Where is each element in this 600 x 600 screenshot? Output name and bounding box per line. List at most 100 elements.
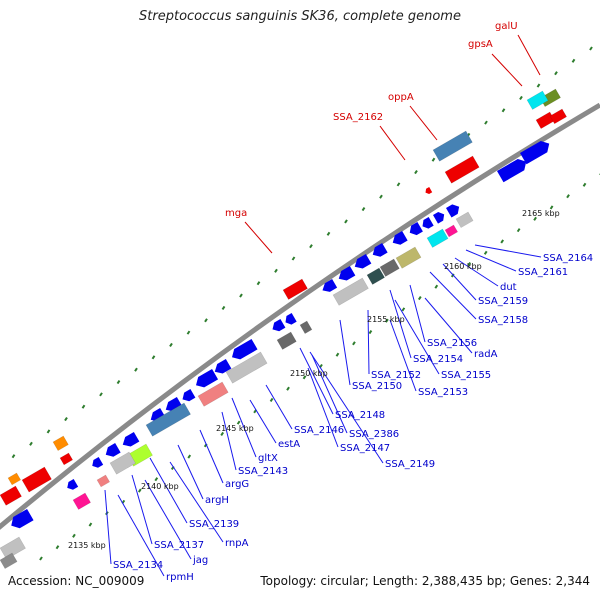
gene-arrow bbox=[11, 509, 34, 529]
outer-tick bbox=[326, 231, 331, 236]
leader-line bbox=[454, 257, 499, 287]
inner-gene-label: SSA_2158 bbox=[478, 315, 528, 326]
gene-box bbox=[276, 331, 297, 350]
gene-arrow bbox=[67, 479, 79, 490]
inner-gene-label: jag bbox=[192, 555, 208, 566]
topology-text: Topology: circular; Length: 2,388,435 bp… bbox=[260, 574, 590, 588]
outer-tick bbox=[81, 404, 86, 409]
gene-box bbox=[432, 130, 473, 162]
gene-arrow bbox=[122, 432, 140, 447]
outer-gene-label: galU bbox=[495, 21, 518, 32]
inner-tick bbox=[55, 545, 60, 550]
gene-box bbox=[59, 452, 74, 466]
inner-gene-label: SSA_2159 bbox=[478, 296, 528, 307]
gene-feature bbox=[52, 435, 69, 452]
gene-feature bbox=[432, 130, 473, 162]
gene-feature bbox=[21, 466, 52, 493]
outer-tick bbox=[379, 194, 383, 199]
inner-gene-label: SSA_2148 bbox=[335, 410, 385, 421]
gene-box bbox=[225, 351, 268, 384]
gene-feature bbox=[338, 266, 356, 281]
leader-line bbox=[309, 351, 384, 464]
inner-tick bbox=[417, 296, 422, 301]
inner-tick bbox=[137, 488, 142, 493]
gene-feature bbox=[96, 474, 111, 488]
outer-tick bbox=[361, 207, 366, 212]
outer-tick bbox=[501, 108, 506, 113]
leader-line bbox=[394, 299, 440, 375]
gene-box bbox=[282, 278, 308, 300]
scale-label: 2150 kbp bbox=[290, 369, 328, 378]
inner-tick bbox=[483, 250, 488, 255]
inner-gene-label: SSA_2137 bbox=[154, 540, 204, 551]
gene-box bbox=[332, 277, 369, 306]
gene-feature bbox=[409, 222, 423, 236]
inner-tick bbox=[450, 273, 455, 278]
gene-feature bbox=[395, 246, 422, 269]
scale-label: 2145 kbp bbox=[216, 424, 254, 433]
outer-tick bbox=[396, 182, 401, 187]
leader-line bbox=[389, 289, 412, 359]
gene-feature bbox=[7, 472, 22, 486]
leader-line bbox=[149, 457, 188, 524]
gene-arrow bbox=[214, 359, 232, 374]
scale-label: 2155 kbp bbox=[367, 315, 405, 324]
outer-tick bbox=[274, 268, 278, 273]
gene-feature bbox=[276, 331, 297, 350]
scale-label: 2165 kbp bbox=[522, 209, 560, 218]
gene-arrow bbox=[322, 279, 338, 292]
outer-tick bbox=[46, 429, 51, 434]
backbone-arc bbox=[0, 102, 600, 530]
gene-feature bbox=[535, 111, 556, 130]
gene-feature bbox=[549, 108, 567, 125]
leader-line bbox=[104, 489, 112, 565]
gene-feature bbox=[526, 90, 549, 110]
gene-feature bbox=[425, 187, 433, 194]
scale-label: 2160 kbp bbox=[444, 262, 482, 271]
gene-box bbox=[0, 485, 22, 506]
outer-tick bbox=[256, 281, 261, 286]
gene-feature bbox=[122, 432, 140, 447]
gene-arrow bbox=[520, 141, 550, 165]
gene-feature bbox=[366, 267, 385, 285]
inner-tick bbox=[236, 420, 241, 425]
outer-gene-label: mga bbox=[225, 208, 247, 219]
leader-line bbox=[367, 309, 370, 375]
gene-box bbox=[21, 466, 52, 493]
inner-gene-label: SSA_2152 bbox=[371, 370, 421, 381]
label-leaders bbox=[104, 34, 542, 577]
gene-arrow bbox=[425, 187, 433, 194]
inner-tick bbox=[302, 375, 307, 380]
outer-gene-label: gpsA bbox=[468, 39, 493, 50]
gene-box bbox=[395, 246, 422, 269]
outer-tick bbox=[239, 293, 243, 298]
gene-box bbox=[145, 402, 191, 437]
gene-feature bbox=[196, 369, 219, 388]
gene-box bbox=[52, 435, 69, 452]
leader-line bbox=[409, 105, 438, 141]
outer-tick bbox=[151, 355, 156, 360]
inner-tick bbox=[467, 262, 472, 267]
inner-gene-label: SSA_2153 bbox=[418, 387, 468, 398]
inner-tick bbox=[88, 522, 93, 527]
inner-tick bbox=[434, 284, 439, 289]
gene-box bbox=[109, 451, 136, 475]
gene-feature bbox=[72, 492, 91, 510]
inner-gene-label: SSA_2156 bbox=[427, 338, 477, 349]
gene-feature bbox=[322, 279, 338, 292]
gene-feature bbox=[444, 224, 459, 238]
outer-tick bbox=[519, 95, 523, 100]
inner-tick bbox=[220, 431, 225, 436]
gene-box bbox=[444, 224, 459, 238]
inner-tick bbox=[39, 556, 43, 561]
leader-line bbox=[299, 347, 334, 415]
gene-feature bbox=[379, 258, 400, 277]
inner-gene-label: gltX bbox=[258, 453, 278, 464]
inner-tick bbox=[286, 386, 290, 391]
gene-arrow bbox=[433, 212, 445, 224]
outer-tick bbox=[589, 46, 593, 51]
inner-gene-label: SSA_2154 bbox=[413, 354, 463, 365]
gene-feature bbox=[109, 451, 136, 475]
inner-gene-label: estA bbox=[278, 439, 300, 450]
